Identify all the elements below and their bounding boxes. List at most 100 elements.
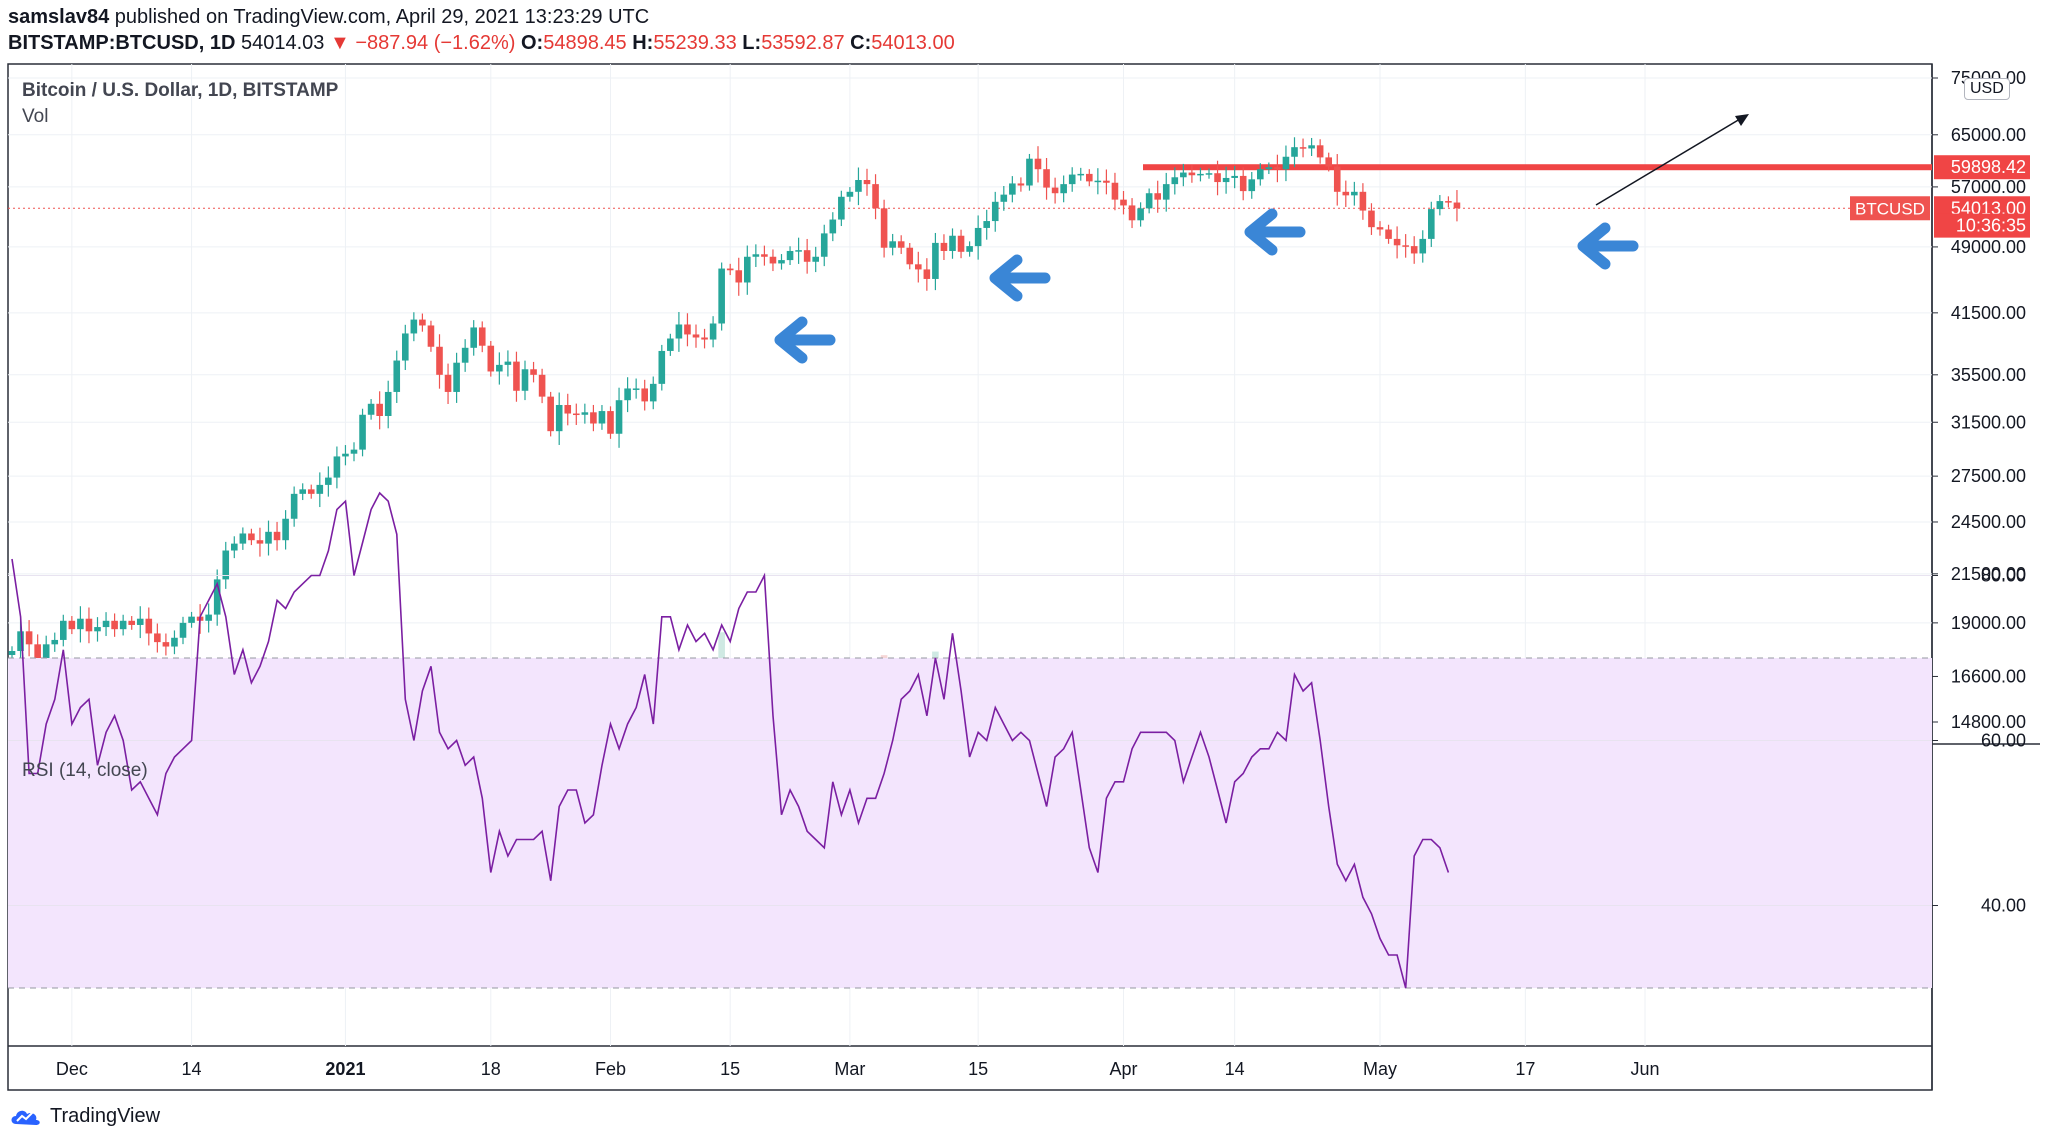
candle-body bbox=[667, 338, 674, 351]
candle-body bbox=[436, 346, 443, 375]
y-tick-label: 14800.00 bbox=[1951, 712, 2026, 732]
candle-body bbox=[342, 453, 349, 457]
support-arrow-icon bbox=[774, 316, 836, 364]
candle-body bbox=[1128, 205, 1136, 221]
candle-body bbox=[547, 396, 554, 432]
candle-body bbox=[564, 404, 572, 414]
candle-body bbox=[983, 221, 990, 228]
candle-body bbox=[94, 627, 101, 632]
low-label: L: bbox=[742, 32, 762, 54]
candle-body bbox=[1000, 194, 1008, 202]
candle-body bbox=[555, 404, 563, 432]
candle-body bbox=[632, 388, 640, 390]
candle-body bbox=[1402, 245, 1409, 247]
candle-body bbox=[1043, 169, 1050, 188]
candle-body bbox=[838, 196, 845, 220]
x-tick-label: Apr bbox=[1109, 1059, 1137, 1079]
candle-body bbox=[598, 411, 606, 424]
candle-body bbox=[1376, 227, 1384, 230]
y-tick-label: 41500.00 bbox=[1951, 303, 2026, 323]
rsi-line bbox=[11, 491, 1450, 989]
open-value: 54898.45 bbox=[543, 32, 627, 54]
x-tick-label: 15 bbox=[720, 1059, 740, 1079]
candle-body bbox=[231, 543, 238, 551]
price-label-box bbox=[1934, 213, 2030, 238]
candle-body bbox=[991, 201, 999, 222]
candle-body bbox=[1086, 173, 1093, 182]
candle-body bbox=[470, 327, 477, 348]
candle-body bbox=[940, 242, 948, 251]
rsi-tick-label: 40.00 bbox=[1981, 896, 2026, 916]
candle-body bbox=[171, 637, 178, 647]
candle-body bbox=[538, 374, 546, 397]
candle-body bbox=[820, 233, 828, 257]
candle-body bbox=[803, 250, 811, 262]
candle-body bbox=[744, 256, 751, 283]
candle-body bbox=[376, 403, 383, 417]
candle-body bbox=[735, 270, 743, 283]
tradingview-logo[interactable]: TradingView bbox=[8, 1104, 160, 1128]
candle-body bbox=[1197, 173, 1204, 176]
candle-body bbox=[316, 484, 324, 494]
candle-body bbox=[1265, 167, 1273, 170]
candle-body bbox=[325, 477, 332, 485]
candle-body bbox=[111, 620, 118, 630]
candle-body bbox=[1410, 246, 1418, 254]
candle-body bbox=[1239, 175, 1247, 192]
candle-body bbox=[1094, 180, 1102, 183]
candle-body bbox=[77, 618, 84, 630]
candle-body bbox=[119, 620, 127, 630]
candle-body bbox=[1325, 157, 1332, 167]
candle-body bbox=[726, 268, 734, 271]
candle-body bbox=[1034, 158, 1042, 170]
candle-body bbox=[222, 550, 230, 580]
candle-body bbox=[581, 412, 589, 415]
high-label: H: bbox=[632, 32, 654, 54]
candle-body bbox=[17, 631, 24, 651]
candle-body bbox=[34, 644, 41, 663]
last-price: 54014.03 bbox=[240, 32, 325, 54]
author-name[interactable]: samslav84 bbox=[8, 6, 110, 28]
candle-body bbox=[248, 533, 255, 541]
candle-body bbox=[957, 235, 965, 252]
y-tick-label: 19000.00 bbox=[1951, 613, 2026, 633]
candle-body bbox=[1026, 158, 1033, 186]
candle-body bbox=[333, 456, 341, 478]
candle-body bbox=[350, 449, 358, 454]
candle-body bbox=[872, 184, 879, 209]
candle-body bbox=[188, 616, 195, 623]
candle-body bbox=[60, 620, 67, 640]
candle-body bbox=[1359, 191, 1367, 211]
candle-body bbox=[906, 247, 914, 265]
candle-body bbox=[410, 319, 418, 334]
candle-body bbox=[684, 324, 691, 335]
candle-body bbox=[932, 242, 939, 279]
candle-body bbox=[1299, 147, 1307, 149]
candle-body bbox=[812, 256, 819, 262]
candle-body bbox=[162, 642, 170, 647]
candle-body bbox=[205, 614, 212, 621]
candle-body bbox=[136, 618, 144, 625]
candle-body bbox=[1222, 177, 1230, 183]
candle-body bbox=[1051, 187, 1059, 194]
candle-body bbox=[68, 620, 76, 630]
candle-body bbox=[1368, 210, 1375, 228]
candle-body bbox=[51, 639, 59, 645]
published-text: published on TradingView.com, April 29, … bbox=[114, 6, 650, 28]
open-label: O: bbox=[521, 32, 544, 54]
candle-body bbox=[889, 241, 896, 248]
candle-body bbox=[1077, 173, 1085, 176]
candle-body bbox=[829, 219, 837, 234]
currency-button[interactable]: USD bbox=[1964, 78, 2010, 100]
candle-body bbox=[299, 489, 306, 494]
y-tick-label: 31500.00 bbox=[1951, 412, 2026, 432]
y-tick-label: 35500.00 bbox=[1951, 365, 2026, 385]
x-tick-label: 17 bbox=[1515, 1059, 1535, 1079]
candle-body bbox=[1291, 147, 1298, 157]
candle-body bbox=[419, 319, 426, 326]
candle-body bbox=[1103, 180, 1110, 183]
candle-body bbox=[290, 493, 298, 519]
x-tick-label: Dec bbox=[56, 1059, 88, 1079]
candle-body bbox=[273, 531, 281, 541]
